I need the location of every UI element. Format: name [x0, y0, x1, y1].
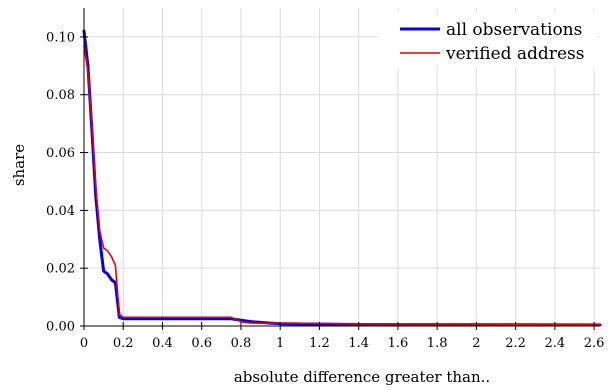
y-tick-label-5: 0.10 — [46, 30, 75, 45]
series-line-all-observations — [82, 29, 602, 327]
y-tick-label-3: 0.06 — [46, 146, 75, 161]
y-tick-label-2: 0.04 — [46, 204, 75, 219]
legend-label-0: all observations — [446, 20, 582, 40]
x-tick-label-10: 2 — [472, 336, 480, 351]
axes — [83, 8, 600, 327]
x-tick-label-11: 2.2 — [505, 336, 526, 351]
x-tick-label-13: 2.6 — [584, 336, 605, 351]
x-tick-label-12: 2.4 — [545, 336, 566, 351]
legend-label-1: verified address — [445, 44, 584, 64]
x-tick-label-9: 1.8 — [427, 336, 448, 351]
x-axis-title: absolute difference greater than.. — [234, 368, 490, 386]
y-tick-label-0: 0.00 — [46, 320, 75, 335]
x-tick-label-4: 0.8 — [231, 336, 252, 351]
x-tick-label-6: 1.2 — [309, 336, 330, 351]
y-tick-label-1: 0.02 — [46, 262, 75, 277]
y-axis-title: share — [10, 144, 28, 186]
x-tick-label-5: 1 — [276, 336, 284, 351]
series-lines — [82, 29, 602, 327]
x-axis-ticks: 0 0.2 0.4 0.6 0.8 1 1.2 1.4 1.6 1.8 2 2.2 2.4 2.6 — [80, 322, 605, 351]
legend-background — [378, 12, 598, 68]
x-tick-label-3: 0.6 — [191, 336, 212, 351]
x-tick-label-1: 0.2 — [113, 336, 134, 351]
series-line-verified-address — [83, 44, 601, 326]
x-tick-label-7: 1.4 — [348, 336, 369, 351]
legend: all observations verified address — [378, 12, 598, 68]
x-tick-label-8: 1.6 — [388, 336, 409, 351]
y-tick-label-4: 0.08 — [46, 88, 75, 103]
y-axis-ticks: 0.00 0.02 0.04 0.06 0.08 0.10 — [46, 30, 88, 335]
x-tick-label-2: 0.4 — [152, 336, 173, 351]
x-tick-label-0: 0 — [80, 336, 88, 351]
